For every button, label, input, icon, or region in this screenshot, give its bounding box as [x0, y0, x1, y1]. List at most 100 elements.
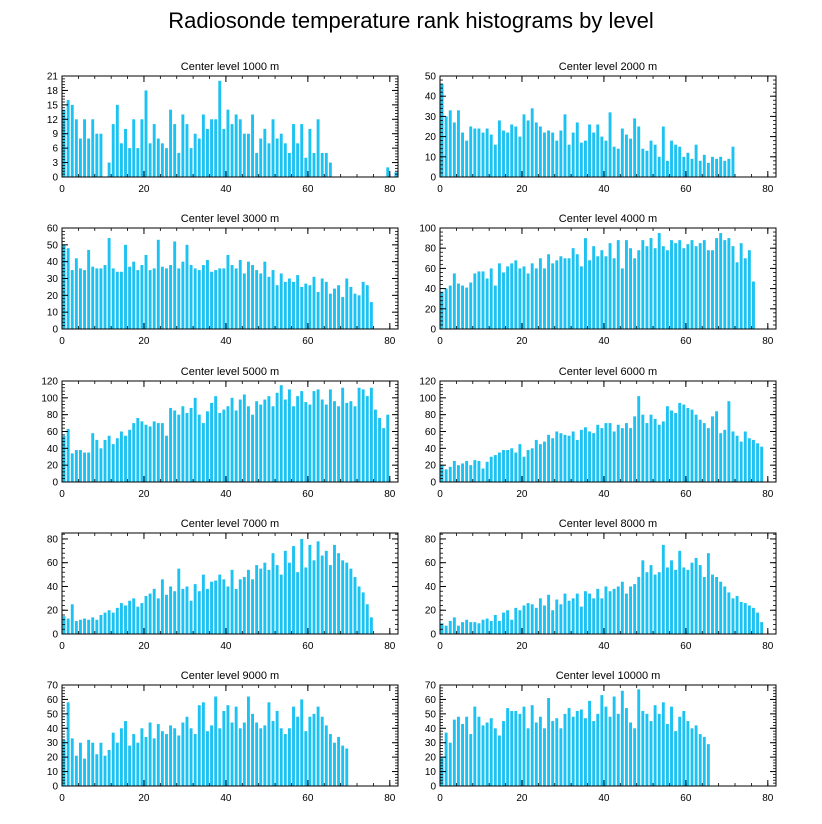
histogram-bar [304, 731, 308, 786]
y-tick-label: 80 [47, 410, 59, 421]
histogram-bar [296, 275, 300, 329]
histogram-bar [715, 238, 719, 329]
histogram-bar [206, 411, 209, 482]
histogram-bar [649, 414, 653, 482]
histogram-bar [148, 270, 152, 329]
y-tick-label: 100 [419, 224, 436, 235]
histogram-bar [222, 409, 226, 482]
histogram-bar [91, 266, 95, 329]
histogram-bar [189, 600, 193, 634]
histogram-bar [514, 607, 518, 634]
histogram-bar [394, 172, 398, 177]
histogram-bar [124, 605, 127, 634]
histogram-bar [193, 268, 197, 329]
histogram-bar [456, 625, 460, 634]
histogram-bar [136, 418, 140, 482]
histogram-bar [608, 423, 612, 482]
histogram-bar [702, 423, 706, 482]
x-tick-label: 0 [59, 336, 65, 347]
histogram-bar [481, 468, 485, 482]
histogram-bar [279, 133, 283, 177]
histogram-bar [357, 387, 361, 482]
y-tick-label: 20 [425, 304, 437, 315]
histogram-bar [259, 404, 263, 482]
histogram-bar [152, 268, 156, 329]
histogram-bar [543, 132, 546, 177]
histogram-bar [711, 250, 714, 329]
histogram-bar [91, 433, 95, 482]
histogram-bar [469, 126, 473, 177]
y-tick-label: 60 [425, 427, 437, 438]
y-tick-label: 0 [430, 478, 436, 489]
histogram-bar [637, 689, 641, 786]
histogram-bar [752, 439, 755, 482]
histogram-bar [694, 725, 698, 786]
histogram-bar [747, 605, 751, 634]
histogram-bar [304, 402, 308, 482]
histogram-bar [661, 421, 665, 482]
histogram-bar [711, 156, 714, 177]
y-tick-label: 80 [425, 534, 437, 545]
histogram-bar [70, 453, 74, 482]
histogram-bar [119, 603, 123, 634]
histogram-bar [99, 133, 103, 177]
histogram-bar [497, 452, 501, 482]
x-tick-label: 40 [220, 489, 232, 500]
histogram-bar [271, 406, 275, 482]
histogram-bar [719, 233, 723, 329]
histogram-bar [592, 433, 596, 482]
histogram-bar [165, 594, 168, 634]
histogram-bar [473, 622, 477, 634]
histogram-bar [292, 706, 295, 786]
plot-frame [61, 684, 399, 787]
histogram-bar [756, 612, 760, 634]
histogram-bar [193, 584, 197, 634]
histogram-bar [612, 146, 616, 177]
histogram-bar [275, 565, 279, 634]
y-tick-label: 100 [41, 393, 58, 404]
histogram-bar [694, 246, 698, 329]
histogram-bar [477, 460, 481, 482]
histogram-bar [567, 258, 571, 329]
histogram-bar [271, 270, 275, 329]
histogram-bar [461, 622, 464, 634]
histogram-bar [107, 610, 111, 634]
histogram-bar [345, 748, 349, 786]
histogram-bar [641, 148, 645, 177]
histogram-bar [124, 721, 127, 786]
histogram-bar [300, 391, 304, 482]
histogram-bar [489, 718, 493, 786]
histogram-bar [440, 465, 444, 482]
histogram-bar [267, 276, 271, 329]
histogram-bar [62, 435, 66, 482]
histogram-bar [616, 424, 620, 482]
histogram-bar [189, 265, 193, 329]
histogram-bar [206, 731, 209, 786]
histogram-bar [526, 120, 530, 177]
histogram-bar [653, 705, 657, 786]
histogram-bar [584, 427, 587, 482]
histogram-bar [665, 160, 669, 177]
histogram-bar [103, 755, 107, 786]
histogram-bar [259, 273, 263, 329]
histogram-bar [670, 560, 673, 634]
histogram-bar [743, 603, 747, 634]
histogram-bar [624, 708, 628, 786]
histogram-bar [559, 728, 563, 786]
histogram-bar [715, 158, 719, 177]
histogram-bar [197, 591, 201, 634]
histogram-bar [645, 713, 649, 786]
histogram-bar [645, 246, 649, 329]
histogram-bar [107, 749, 111, 786]
histogram-bar [361, 281, 365, 329]
histogram-bar [624, 423, 628, 482]
histogram-bar [538, 598, 542, 634]
x-tick-label: 20 [138, 793, 150, 804]
histogram-bar [670, 240, 673, 329]
histogram-bar [140, 119, 144, 177]
histogram-bar [456, 110, 460, 177]
histogram-bar [743, 258, 747, 329]
histogram-bar [128, 266, 132, 329]
histogram-bar [275, 392, 279, 482]
histogram-bar [333, 401, 336, 482]
